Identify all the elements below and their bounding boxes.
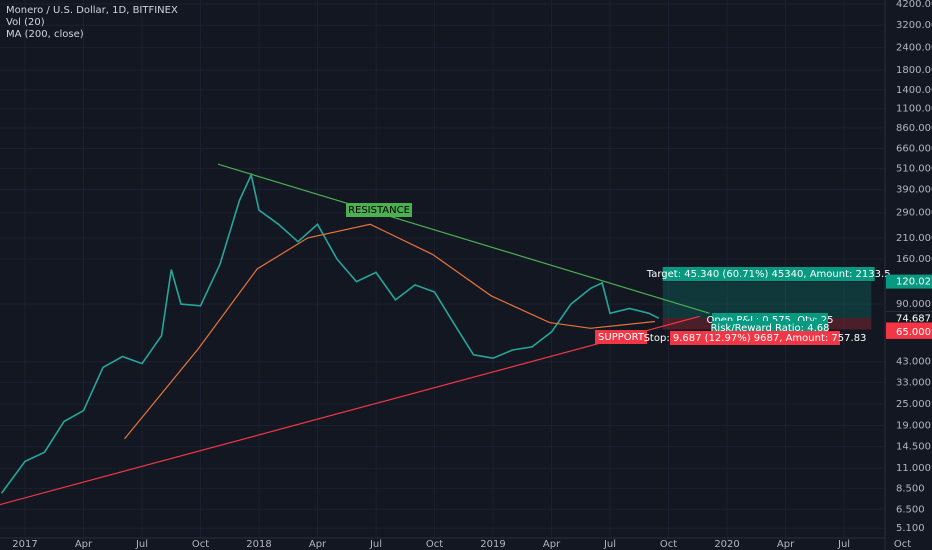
y-tick-label: 1100.000 bbox=[896, 104, 932, 115]
y-tick-label: 210.000 bbox=[896, 233, 932, 244]
ma-line bbox=[124, 223, 655, 440]
label: RESISTANCE bbox=[348, 205, 410, 216]
x-tick-label: 2018 bbox=[246, 539, 271, 550]
y-tick-label: 6.500 bbox=[896, 504, 925, 515]
trendline bbox=[217, 163, 710, 314]
price-label-box bbox=[886, 324, 932, 339]
x-tick-label: Jul bbox=[369, 539, 382, 550]
y-tick-label: 4200.000 bbox=[896, 0, 932, 10]
x-tick-label: Oct bbox=[894, 539, 911, 550]
price-label: 65.000 bbox=[896, 327, 931, 338]
price-label-box bbox=[886, 274, 932, 289]
label: Risk/Reward Ratio: 4.68 bbox=[710, 323, 829, 334]
price-label: 120.027 bbox=[896, 277, 932, 288]
label: SUPPORT bbox=[598, 332, 645, 343]
y-tick-label: 19.000 bbox=[896, 421, 931, 432]
y-tick-label: 33.000 bbox=[896, 377, 931, 388]
x-tick-label: Apr bbox=[309, 539, 327, 550]
x-tick-label: 2020 bbox=[714, 539, 739, 550]
label-box bbox=[662, 267, 875, 281]
x-tick-label: Apr bbox=[75, 539, 93, 550]
y-tick-label: 510.000 bbox=[896, 164, 932, 175]
y-tick-label: 3200.000 bbox=[896, 20, 932, 31]
indicator: Vol (20) bbox=[6, 17, 45, 28]
price-label: 74.687 bbox=[896, 314, 931, 325]
y-tick-label: 860.000 bbox=[896, 123, 932, 134]
target-zone bbox=[662, 281, 872, 319]
y-tick-label: 14.500 bbox=[896, 442, 931, 453]
y-tick-label: 43.000 bbox=[896, 357, 931, 368]
x-tick-label: Apr bbox=[777, 539, 795, 550]
y-tick-label: 90.000 bbox=[896, 299, 931, 310]
x-tick-label: Apr bbox=[543, 539, 561, 550]
label: Target: 45.340 (60.71%) 45340, Amount: 2… bbox=[646, 269, 891, 280]
indicator: MA (200, close) bbox=[6, 29, 84, 40]
y-tick-label: 5.100 bbox=[896, 523, 925, 534]
y-tick-label: 2400.000 bbox=[896, 43, 932, 54]
chart-title: Monero / U.S. Dollar, 1D, BITFINEX bbox=[6, 5, 178, 16]
x-tick-label: Jul bbox=[837, 539, 850, 550]
x-tick-label: Oct bbox=[660, 539, 677, 550]
y-tick-label: 390.000 bbox=[896, 185, 932, 196]
label-box bbox=[670, 331, 840, 345]
x-tick-label: 2017 bbox=[12, 539, 37, 550]
price-label-box bbox=[886, 311, 932, 326]
price-line bbox=[0, 172, 660, 494]
x-tick-label: Oct bbox=[426, 539, 443, 550]
x-tick-label: Jul bbox=[135, 539, 148, 550]
label: Open P&L: 0.575, Qty: 25 bbox=[706, 315, 833, 326]
label: Stop: 9.687 (12.97%) 9687, Amount: 757.8… bbox=[644, 333, 867, 344]
y-tick-label: 1800.000 bbox=[896, 65, 932, 76]
y-tick-label: 11.000 bbox=[896, 463, 931, 474]
y-tick-label: 160.000 bbox=[896, 254, 932, 265]
trendline bbox=[0, 315, 700, 506]
y-tick-label: 660.000 bbox=[896, 143, 932, 154]
label-box bbox=[595, 330, 647, 344]
y-tick-label: 25.000 bbox=[896, 399, 931, 410]
x-tick-label: 2019 bbox=[480, 539, 505, 550]
grid bbox=[0, 0, 885, 538]
y-tick-label: 290.000 bbox=[896, 208, 932, 219]
x-tick-label: Oct bbox=[192, 539, 209, 550]
y-tick-label: 1400.000 bbox=[896, 85, 932, 96]
y-tick-label: 8.500 bbox=[896, 483, 925, 494]
label-box bbox=[346, 203, 412, 217]
x-tick-label: Jul bbox=[603, 539, 616, 550]
